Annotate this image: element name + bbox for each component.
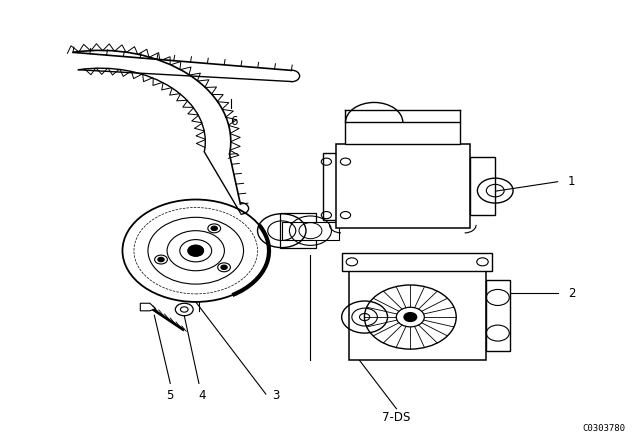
Bar: [280, 213, 316, 249]
Text: 4: 4: [198, 389, 206, 402]
Text: 6: 6: [230, 115, 237, 128]
Text: 3: 3: [272, 389, 279, 402]
Circle shape: [188, 246, 204, 256]
Polygon shape: [140, 303, 156, 311]
Bar: [346, 122, 460, 144]
Bar: [349, 271, 486, 360]
Text: 7-DS: 7-DS: [382, 411, 411, 424]
Text: 5: 5: [166, 389, 174, 402]
Bar: [342, 253, 492, 271]
Bar: [470, 157, 495, 215]
Bar: [336, 144, 470, 228]
Bar: [486, 280, 510, 351]
Text: 2: 2: [568, 287, 575, 300]
Text: C0303780: C0303780: [583, 424, 626, 433]
Circle shape: [211, 226, 218, 231]
Circle shape: [158, 257, 164, 262]
Circle shape: [404, 313, 417, 322]
Bar: [282, 222, 339, 240]
Bar: [323, 153, 352, 220]
Text: 1: 1: [568, 175, 575, 188]
Circle shape: [221, 265, 227, 270]
